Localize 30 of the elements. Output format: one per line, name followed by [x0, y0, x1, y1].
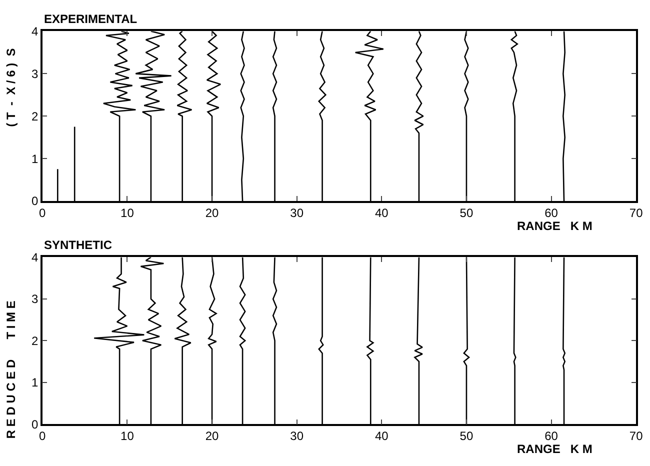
- x-tick-label: 60: [544, 429, 558, 444]
- x-tick-label: 50: [460, 206, 474, 220]
- y-tick-label: 4: [32, 24, 39, 38]
- x-tick-label: 20: [205, 429, 220, 444]
- x-tick-label: 40: [374, 429, 389, 444]
- chart-title: EXPERIMENTAL: [44, 12, 138, 26]
- x-tick-label: 40: [374, 206, 389, 220]
- y-tick-label: 0: [32, 194, 39, 208]
- x-axis-title: RANGE K M: [517, 442, 592, 456]
- y-tick-label: 1: [32, 376, 39, 390]
- x-tick-label: 10: [120, 206, 134, 220]
- x-tick-label: 30: [290, 429, 304, 444]
- x-axis-title: RANGE K M: [517, 219, 592, 233]
- x-tick-label: 50: [460, 429, 474, 444]
- y-tick-label: 3: [32, 292, 39, 306]
- x-tick-label: 70: [629, 429, 644, 444]
- y-tick-label: 4: [32, 250, 39, 264]
- x-tick-label: 10: [120, 429, 134, 444]
- x-tick-label: 60: [544, 206, 558, 220]
- x-tick-label: 30: [290, 206, 304, 220]
- x-tick-label: 20: [205, 206, 220, 220]
- y-tick-label: 2: [32, 109, 39, 124]
- y-tick-label: 2: [32, 334, 39, 348]
- x-tick-label: 70: [629, 206, 644, 220]
- chart-title: SYNTHETIC: [44, 238, 112, 252]
- y-axis-title: R E D U C E D T I M E: [4, 300, 18, 439]
- y-tick-label: 0: [32, 417, 39, 432]
- y-tick-label: 3: [32, 66, 39, 81]
- y-axis-title: ( T - X / 6 ) S: [4, 48, 18, 127]
- y-tick-label: 1: [32, 152, 39, 166]
